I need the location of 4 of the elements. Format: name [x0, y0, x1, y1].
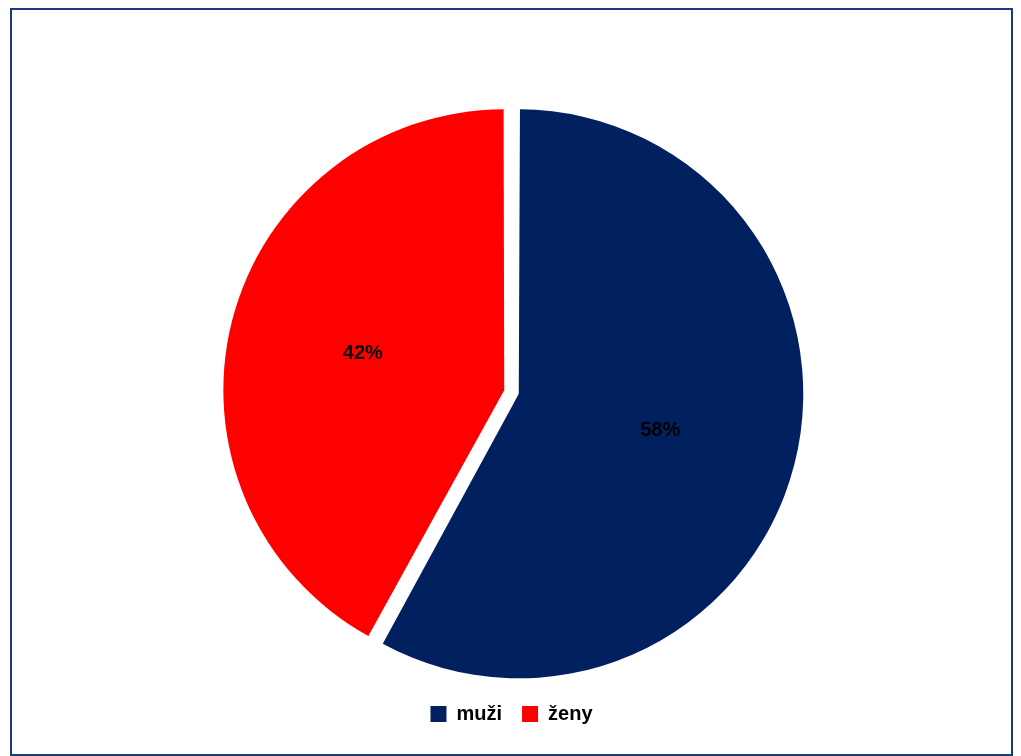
data-label: 42%: [342, 341, 384, 364]
data-label: 58%: [640, 417, 681, 440]
legend-label: muži: [456, 701, 503, 724]
legend-label: ženy: [548, 701, 594, 724]
